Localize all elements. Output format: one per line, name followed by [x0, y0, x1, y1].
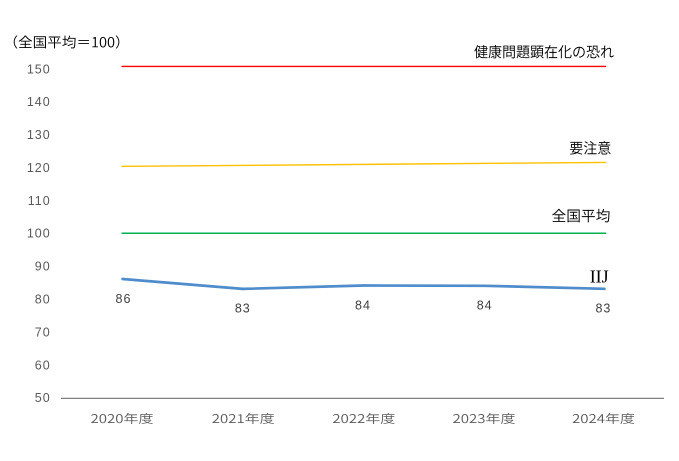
svg-text:150: 150	[27, 62, 51, 76]
svg-text:IIJ: IIJ	[590, 267, 609, 287]
svg-text:86: 86	[116, 292, 132, 306]
svg-text:84: 84	[355, 298, 371, 312]
svg-text:90: 90	[35, 260, 51, 274]
svg-text:140: 140	[27, 95, 51, 109]
svg-text:84: 84	[477, 299, 493, 313]
svg-text:130: 130	[27, 128, 51, 142]
svg-text:70: 70	[35, 325, 51, 339]
svg-text:83: 83	[595, 302, 611, 316]
svg-text:80: 80	[35, 293, 51, 307]
svg-text:50: 50	[35, 391, 51, 405]
svg-text:100: 100	[27, 227, 51, 241]
svg-text:83: 83	[235, 301, 251, 315]
svg-text:120: 120	[27, 161, 51, 175]
svg-text:60: 60	[35, 358, 51, 372]
svg-text:110: 110	[28, 194, 51, 208]
